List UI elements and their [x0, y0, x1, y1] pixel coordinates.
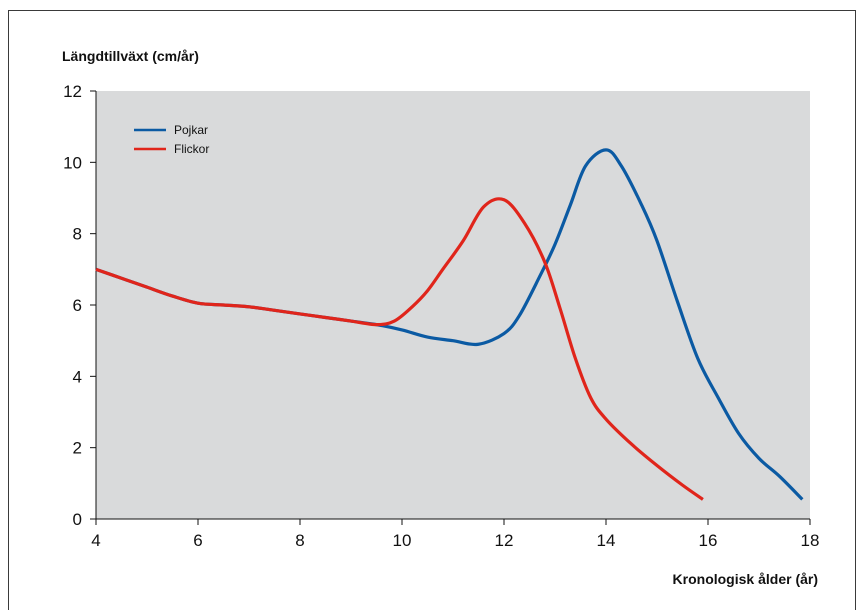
y-tick-label: 2	[73, 439, 82, 458]
y-tick-label: 10	[63, 153, 82, 172]
y-tick-label: 0	[73, 510, 82, 529]
chart-frame	[8, 10, 856, 610]
y-tick-label: 4	[73, 367, 82, 386]
x-axis-title: Kronologisk ålder (år)	[673, 571, 818, 587]
y-tick-label: 12	[63, 82, 82, 101]
y-tick-label: 8	[73, 225, 82, 244]
x-tick-label: 8	[295, 531, 304, 550]
y-tick-label: 6	[73, 296, 82, 315]
x-tick-label: 18	[801, 531, 820, 550]
axes: 0 2 4 6 8 10 12 4 6 8 10 12 14 16 18	[63, 82, 819, 550]
x-tick-label: 12	[495, 531, 514, 550]
legend-label-pojkar: Pojkar	[174, 123, 208, 137]
x-tick-label: 4	[91, 531, 100, 550]
series-layer	[95, 148, 804, 501]
x-tick-label: 10	[393, 531, 412, 550]
series-line-flickor	[95, 197, 704, 501]
x-tick-label: 16	[699, 531, 718, 550]
x-tick-label: 6	[193, 531, 202, 550]
legend: Pojkar Flickor	[134, 123, 209, 156]
x-tick-label: 14	[597, 531, 616, 550]
y-axis-title: Längdtillväxt (cm/år)	[62, 48, 199, 64]
legend-label-flickor: Flickor	[174, 142, 209, 156]
